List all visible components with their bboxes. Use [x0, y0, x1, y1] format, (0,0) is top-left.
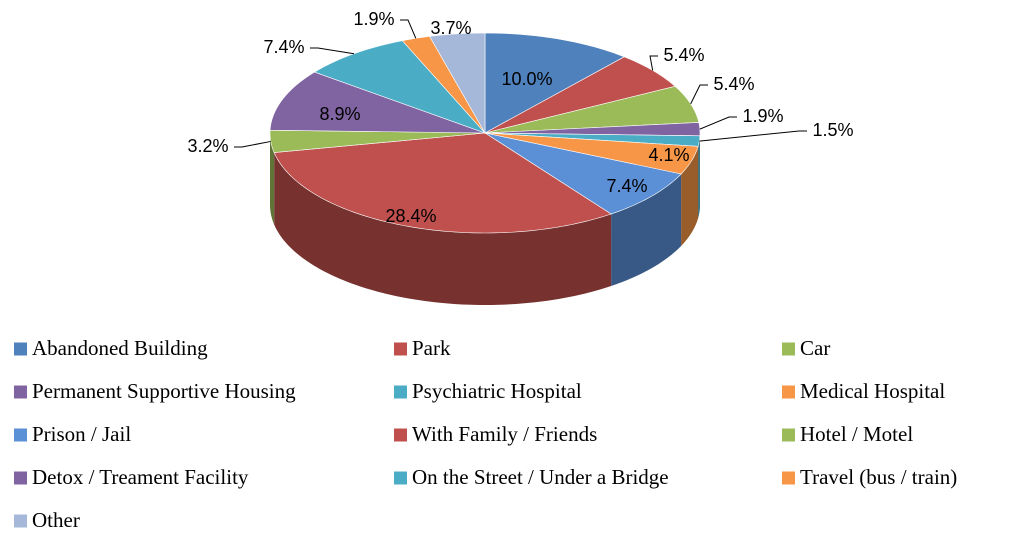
leader-line — [699, 130, 807, 142]
data-label: 4.1% — [648, 145, 689, 165]
leader-line — [310, 47, 355, 55]
legend-swatch — [782, 428, 795, 442]
data-label: 7.4% — [263, 37, 304, 57]
slice — [401, 36, 486, 134]
slice — [313, 40, 486, 134]
legend-swatch — [14, 514, 27, 528]
legend-swatch — [782, 385, 795, 399]
data-label: 3.7% — [430, 18, 471, 38]
data-label: 1.9% — [742, 106, 783, 126]
data-label: 3.2% — [187, 136, 228, 156]
legend-label: Detox / Treament Facility — [32, 465, 249, 489]
legend-swatch — [394, 342, 407, 356]
legend-swatch — [394, 385, 407, 399]
data-label: 1.9% — [353, 9, 394, 29]
legend-label: Psychiatric Hospital — [412, 379, 582, 403]
slice — [484, 132, 699, 175]
data-label: 8.9% — [319, 104, 360, 124]
legend-label: Abandoned Building — [32, 336, 208, 360]
slice-side — [270, 133, 275, 225]
slice — [484, 32, 625, 134]
leader-line — [234, 140, 271, 148]
slice-side — [611, 174, 682, 286]
legend-label: Car — [800, 336, 830, 360]
slice — [273, 132, 612, 234]
legend-label: With Family / Friends — [412, 422, 597, 446]
legend-label: Hotel / Motel — [800, 422, 913, 446]
slice — [484, 132, 682, 215]
slice-side — [681, 146, 699, 247]
leader-line — [699, 116, 737, 130]
data-label: 7.4% — [606, 176, 647, 196]
legend-swatch — [782, 342, 795, 356]
legend-swatch — [782, 471, 795, 485]
slice — [269, 129, 486, 153]
data-label: 5.4% — [663, 45, 704, 65]
data-label: 5.4% — [713, 74, 754, 94]
legend-swatch — [14, 385, 27, 399]
legend-label: Park — [412, 336, 451, 360]
slice-side — [698, 135, 700, 219]
legend-label: Travel (bus / train) — [800, 465, 957, 489]
legend-swatch — [14, 471, 27, 485]
legend-swatch — [14, 428, 27, 442]
legend-label: On the Street / Under a Bridge — [412, 465, 669, 489]
leader-line — [400, 19, 417, 39]
slice-side — [274, 152, 612, 305]
data-label: 1.5% — [812, 120, 853, 140]
legend-swatch — [394, 428, 407, 442]
slice — [429, 32, 486, 135]
legend-swatch — [14, 342, 27, 356]
data-label: 28.4% — [385, 206, 436, 226]
leader-line — [649, 55, 658, 71]
legend-label: Other — [32, 508, 80, 532]
slice — [269, 71, 486, 134]
legend-label: Permanent Supportive Housing — [32, 379, 296, 403]
legend-label: Medical Hospital — [800, 379, 945, 403]
slice — [484, 122, 701, 137]
data-label: 10.0% — [501, 69, 552, 89]
legend-swatch — [394, 471, 407, 485]
legend-label: Prison / Jail — [32, 422, 131, 446]
leader-line — [690, 84, 708, 105]
